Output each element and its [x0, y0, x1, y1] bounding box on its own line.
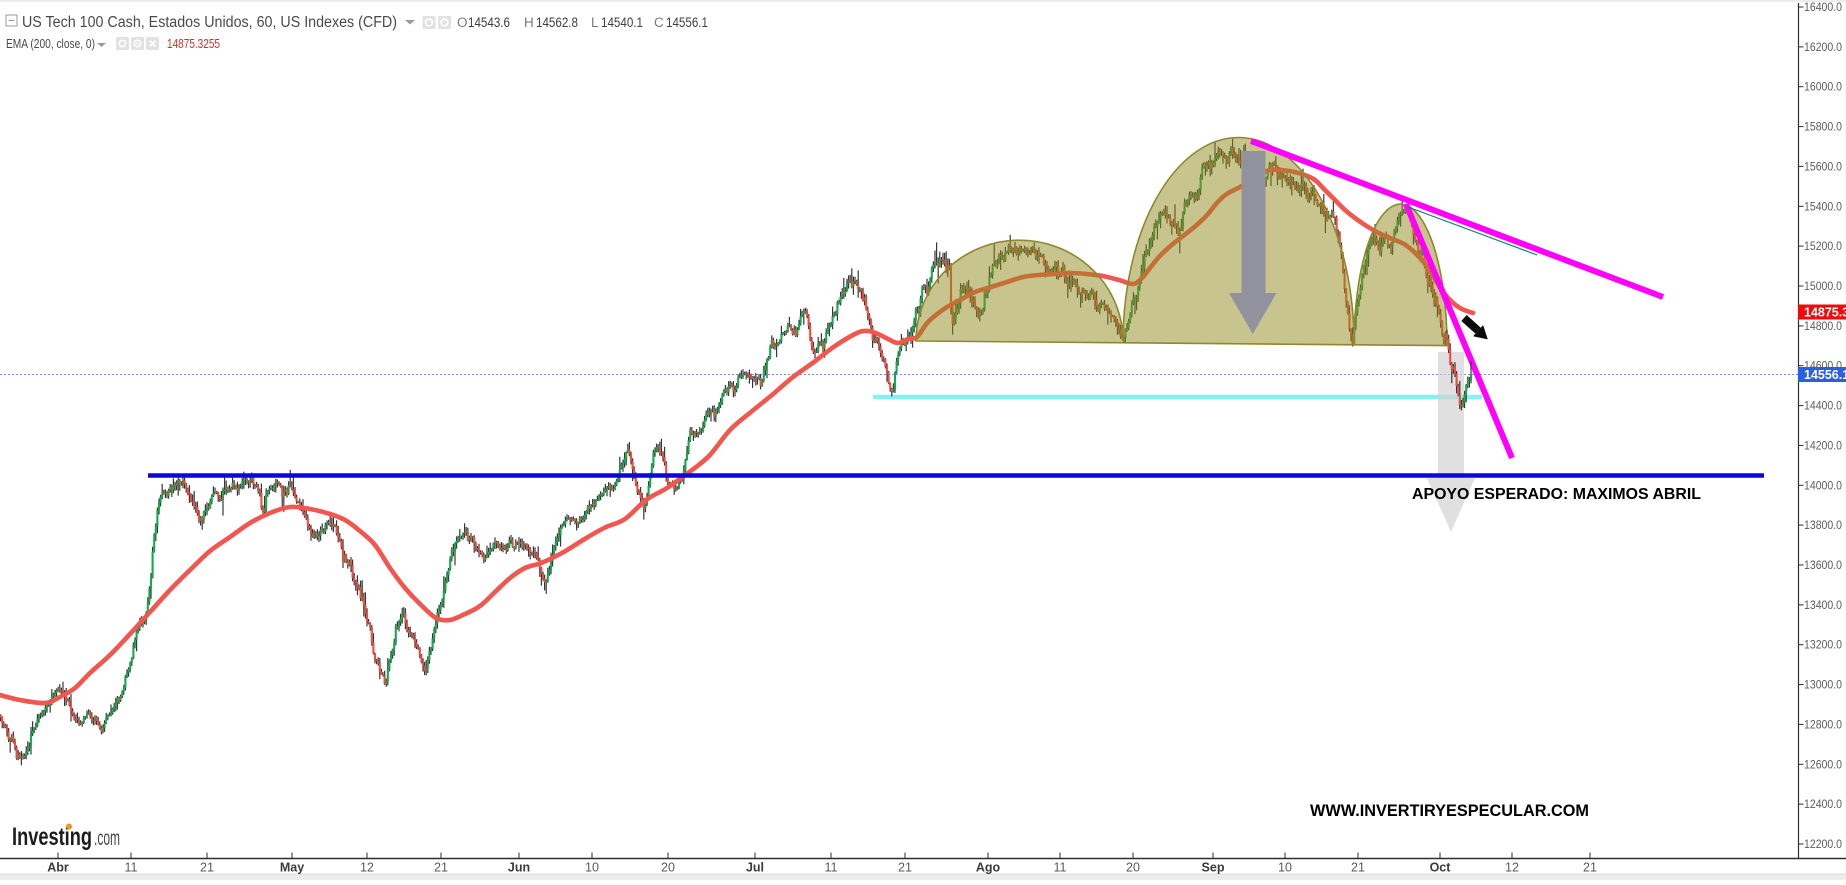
- svg-text:Sep: Sep: [1202, 861, 1225, 875]
- svg-text:Abr: Abr: [47, 861, 69, 875]
- svg-text:12: 12: [1505, 861, 1519, 875]
- svg-text:14200.0: 14200.0: [1804, 440, 1842, 452]
- svg-text:Ago: Ago: [976, 861, 1001, 875]
- svg-text:14543.6: 14543.6: [468, 15, 510, 30]
- svg-text:L: L: [591, 15, 599, 30]
- svg-text:15800.0: 15800.0: [1804, 122, 1842, 134]
- svg-text:12: 12: [360, 861, 374, 875]
- svg-text:Jul: Jul: [746, 861, 764, 875]
- svg-text:20: 20: [661, 861, 675, 875]
- svg-text:May: May: [280, 861, 304, 875]
- svg-text:15600.0: 15600.0: [1804, 161, 1842, 173]
- svg-text:10: 10: [585, 861, 599, 875]
- svg-text:WWW.INVERTIRYESPECULAR.COM: WWW.INVERTIRYESPECULAR.COM: [1310, 802, 1589, 820]
- svg-text:13200.0: 13200.0: [1804, 640, 1842, 652]
- svg-text:.com: .com: [94, 827, 120, 850]
- svg-text:Jun: Jun: [508, 861, 530, 875]
- svg-text:11: 11: [1054, 861, 1067, 875]
- svg-text:14540.1: 14540.1: [601, 15, 643, 30]
- svg-text:14562.8: 14562.8: [536, 15, 578, 30]
- svg-text:Oct: Oct: [1430, 861, 1452, 875]
- svg-text:14800.0: 14800.0: [1804, 321, 1842, 333]
- svg-text:12400.0: 12400.0: [1804, 799, 1842, 811]
- svg-text:C: C: [654, 15, 664, 30]
- svg-text:14875.3255: 14875.3255: [167, 36, 220, 51]
- svg-text:21: 21: [200, 861, 214, 875]
- svg-text:14875.3: 14875.3: [1804, 306, 1846, 320]
- svg-text:11: 11: [125, 861, 138, 875]
- svg-text:16200.0: 16200.0: [1804, 42, 1842, 54]
- svg-text:14400.0: 14400.0: [1804, 401, 1842, 413]
- svg-text:12200.0: 12200.0: [1804, 839, 1842, 851]
- svg-text:15000.0: 15000.0: [1804, 281, 1842, 293]
- svg-text:21: 21: [1351, 861, 1365, 875]
- svg-text:15200.0: 15200.0: [1804, 241, 1842, 253]
- svg-text:APOYO ESPERADO: MAXIMOS ABRIL: APOYO ESPERADO: MAXIMOS ABRIL: [1412, 486, 1701, 503]
- svg-text:13000.0: 13000.0: [1804, 680, 1842, 692]
- svg-text:12800.0: 12800.0: [1804, 719, 1842, 731]
- svg-text:13600.0: 13600.0: [1804, 560, 1842, 572]
- svg-text:H: H: [524, 15, 534, 30]
- svg-text:Investing: Investing: [12, 823, 92, 851]
- svg-text:20: 20: [1126, 861, 1140, 875]
- svg-text:21: 21: [434, 861, 448, 875]
- svg-text:14556.1: 14556.1: [666, 15, 708, 30]
- svg-text:21: 21: [898, 861, 912, 875]
- svg-text:16000.0: 16000.0: [1804, 82, 1842, 94]
- svg-text:11: 11: [825, 861, 838, 875]
- svg-text:13800.0: 13800.0: [1804, 520, 1842, 532]
- svg-text:16400.0: 16400.0: [1804, 2, 1842, 14]
- svg-text:13400.0: 13400.0: [1804, 600, 1842, 612]
- svg-text:12600.0: 12600.0: [1804, 759, 1842, 771]
- svg-text:EMA (200, close, 0): EMA (200, close, 0): [6, 37, 95, 51]
- svg-text:14556.1: 14556.1: [1804, 368, 1846, 382]
- svg-text:14000.0: 14000.0: [1804, 480, 1842, 492]
- svg-text:21: 21: [1583, 861, 1597, 875]
- svg-text:15400.0: 15400.0: [1804, 201, 1842, 213]
- svg-text:O: O: [457, 15, 468, 30]
- svg-text:10: 10: [1278, 861, 1292, 875]
- svg-text:US Tech 100 Cash, Estados Unid: US Tech 100 Cash, Estados Unidos, 60, US…: [22, 14, 397, 31]
